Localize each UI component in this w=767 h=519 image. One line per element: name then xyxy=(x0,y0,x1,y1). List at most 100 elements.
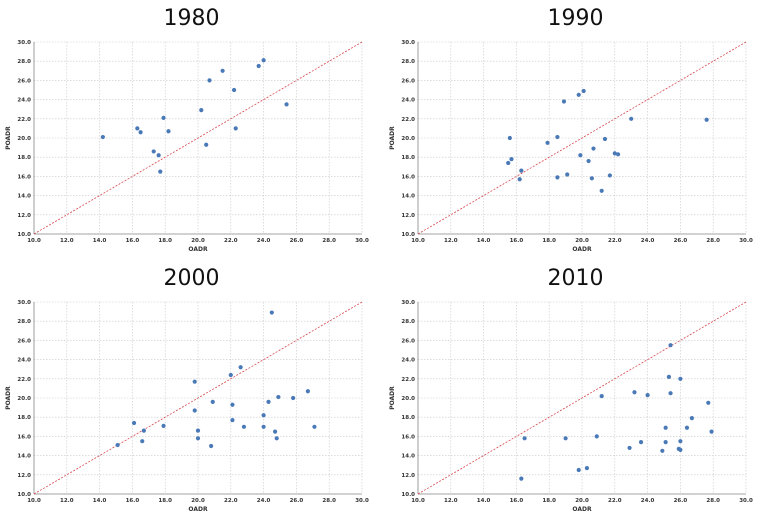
y-axis-label: POADR xyxy=(389,386,396,410)
y-axis-label: POADR xyxy=(5,126,12,150)
data-point xyxy=(660,448,665,453)
y-tick-label: 16.0 xyxy=(401,434,415,440)
reference-line xyxy=(33,41,363,235)
y-tick-label: 14.0 xyxy=(401,194,415,200)
y-tick-label: 22.0 xyxy=(17,117,31,123)
y-tick-label: 12.0 xyxy=(401,213,415,219)
y-tick-label: 30.0 xyxy=(17,300,31,306)
data-point xyxy=(663,425,668,430)
x-tick-label: 20.0 xyxy=(191,238,205,244)
data-point xyxy=(269,310,274,315)
y-tick-label: 18.0 xyxy=(401,415,415,421)
data-point xyxy=(509,157,514,162)
y-tick-label: 24.0 xyxy=(401,98,415,104)
data-point xyxy=(195,428,201,433)
data-point xyxy=(519,476,524,481)
data-point xyxy=(678,447,683,452)
data-point xyxy=(678,376,683,381)
x-tick-label: 26.0 xyxy=(290,238,304,244)
data-point xyxy=(158,169,163,174)
x-tick-label: 26.0 xyxy=(674,498,688,504)
scatter-plot-1990: 10.0 12.0 14.0 16.0 18.0 20.0 22.0 24.0 26.0 28.0… xyxy=(389,40,753,253)
data-point xyxy=(607,173,612,178)
data-point xyxy=(704,117,709,122)
scatter-plot-1980: 10.0 12.0 14.0 16.0 18.0 20.0 22.0 24.0 26.0 28.0… xyxy=(5,40,369,253)
data-point xyxy=(151,149,156,154)
data-point xyxy=(638,440,644,445)
data-point xyxy=(629,116,634,121)
data-point xyxy=(584,465,590,471)
y-tick-label: 20.0 xyxy=(17,136,31,142)
scatter-plot-2010: 10.0 12.0 14.0 16.0 18.0 20.0 22.0 24.0 26.0 28.0… xyxy=(389,300,753,513)
y-tick-label: 22.0 xyxy=(17,377,31,383)
x-tick-label: 22.0 xyxy=(608,238,622,244)
x-tick-label: 16.0 xyxy=(510,498,524,504)
x-tick-label: 28.0 xyxy=(706,498,720,504)
data-point xyxy=(507,135,512,141)
data-point xyxy=(602,136,608,142)
y-tick-label: 14.0 xyxy=(401,454,415,460)
x-tick-label: 28.0 xyxy=(322,238,336,244)
data-point xyxy=(627,445,632,451)
y-tick-label: 10.0 xyxy=(401,232,415,238)
chart-title: 2010 xyxy=(547,266,604,291)
data-point xyxy=(230,417,235,423)
x-tick-label: 30.0 xyxy=(739,238,753,244)
x-tick-label: 14.0 xyxy=(477,498,491,504)
data-point xyxy=(706,400,711,405)
data-point xyxy=(599,393,604,399)
x-tick-label: 10.0 xyxy=(27,238,41,244)
data-point xyxy=(555,134,560,140)
data-point xyxy=(241,424,247,429)
data-point xyxy=(161,115,166,120)
x-tick-label: 20.0 xyxy=(191,498,205,504)
x-tick-label: 22.0 xyxy=(224,498,238,504)
data-point xyxy=(140,439,145,444)
x-tick-label: 14.0 xyxy=(93,498,107,504)
data-point xyxy=(141,428,146,433)
x-axis-label: OADR xyxy=(572,246,592,253)
y-tick-label: 30.0 xyxy=(401,40,415,46)
data-point xyxy=(238,365,243,370)
x-tick-label: 24.0 xyxy=(641,498,655,504)
data-point xyxy=(291,395,296,401)
y-tick-label: 30.0 xyxy=(17,40,31,46)
data-point xyxy=(138,130,143,135)
data-point xyxy=(678,439,683,444)
x-axis-label: OADR xyxy=(572,506,592,513)
data-point xyxy=(684,425,690,430)
x-tick-label: 12.0 xyxy=(444,238,458,244)
data-point xyxy=(166,129,171,134)
data-point xyxy=(589,176,594,181)
x-tick-label: 18.0 xyxy=(158,238,172,244)
chart-panel-1980: 1980 10.0 12.0 14.0 16.0 18.0 20.0 22.0 24.0 26.… xyxy=(0,0,383,259)
x-tick-label: 22.0 xyxy=(224,238,238,244)
data-point xyxy=(561,99,567,104)
x-tick-label: 18.0 xyxy=(158,498,172,504)
data-point xyxy=(135,126,140,131)
y-tick-label: 24.0 xyxy=(17,358,31,364)
x-tick-label: 10.0 xyxy=(411,238,425,244)
data-point xyxy=(192,408,197,413)
data-point xyxy=(256,63,261,69)
reference-line xyxy=(417,41,747,235)
data-point xyxy=(612,151,617,156)
x-tick-label: 18.0 xyxy=(542,238,556,244)
data-point xyxy=(545,140,550,145)
data-point xyxy=(565,172,570,177)
y-axis-label: POADR xyxy=(389,126,396,150)
x-tick-label: 30.0 xyxy=(739,498,753,504)
data-point xyxy=(230,402,235,407)
data-point xyxy=(272,429,278,434)
y-tick-label: 20.0 xyxy=(401,136,415,142)
data-point xyxy=(615,152,621,157)
y-tick-label: 26.0 xyxy=(401,338,415,344)
data-point xyxy=(305,389,310,394)
data-point xyxy=(689,416,694,421)
y-tick-label: 24.0 xyxy=(401,358,415,364)
x-tick-label: 24.0 xyxy=(257,238,271,244)
y-tick-label: 28.0 xyxy=(17,59,31,65)
data-point xyxy=(156,153,161,158)
data-point xyxy=(709,429,714,434)
data-point xyxy=(261,424,266,429)
